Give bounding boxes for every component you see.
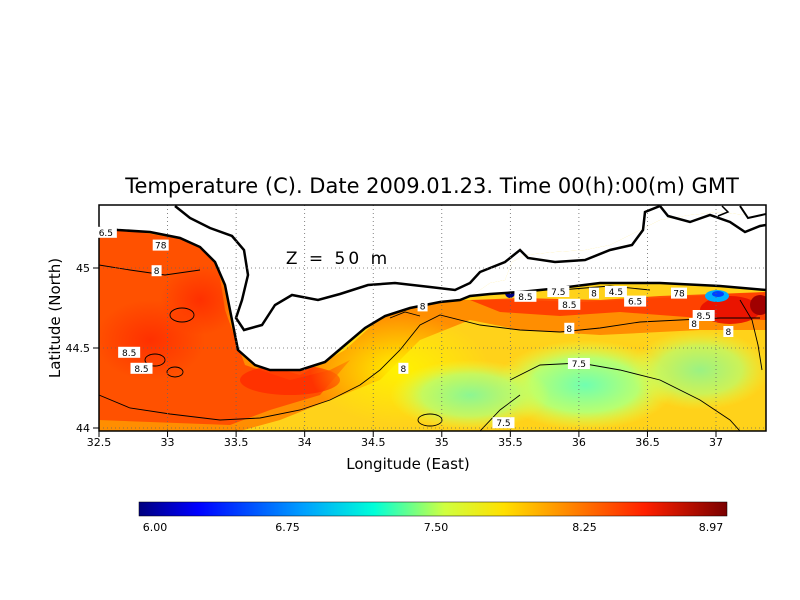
colorbar-tick-labels: 6.00 6.75 7.50 8.25 8.97 bbox=[143, 521, 724, 534]
contour-label-bg bbox=[130, 362, 153, 374]
contour-label-bg bbox=[692, 310, 715, 321]
contour-label: 8.5 bbox=[697, 312, 711, 322]
contour-label: 7.5 bbox=[572, 360, 586, 370]
contour-label: 8 bbox=[691, 320, 697, 330]
y-axis-label: Latitude (North) bbox=[46, 258, 64, 378]
grid-lines bbox=[99, 205, 766, 431]
contour-label-bg bbox=[567, 358, 590, 369]
colorbar-tick-label: 8.25 bbox=[572, 521, 597, 534]
x-tick-label: 33.5 bbox=[224, 436, 249, 449]
contour-label-bg bbox=[152, 239, 169, 251]
x-axis-ticks: 32.5 33 33.5 34 34.5 35 35.5 36 36.5 37 bbox=[87, 431, 723, 449]
colorbar-tick-label: 8.97 bbox=[699, 521, 724, 534]
contour-label: 4.5 bbox=[609, 288, 623, 298]
contour-label-bg bbox=[558, 298, 581, 310]
x-tick-label: 35.5 bbox=[498, 436, 523, 449]
contour-label-bg bbox=[417, 300, 428, 312]
x-tick-label: 36.5 bbox=[635, 436, 660, 449]
contour-label: 8 bbox=[725, 328, 731, 338]
contour-label-bg bbox=[689, 318, 700, 329]
depth-label: Z = 50 m bbox=[286, 249, 390, 269]
plot-frame bbox=[98, 204, 767, 432]
contour-label-bg bbox=[670, 287, 687, 299]
contour-label-bg bbox=[588, 287, 599, 299]
contour-label-bg bbox=[624, 295, 647, 307]
x-tick-label: 36 bbox=[572, 436, 586, 449]
contour-label: 8.5 bbox=[518, 293, 532, 303]
x-tick-label: 37 bbox=[709, 436, 723, 449]
colorbar-tick-label: 6.00 bbox=[143, 521, 168, 534]
contour-label: 8 bbox=[591, 290, 597, 300]
colorbar-tick-label: 7.50 bbox=[424, 521, 449, 534]
contour-label: 8 bbox=[420, 302, 426, 312]
contour-label-bg bbox=[118, 346, 141, 358]
contour-label: 7.5 bbox=[551, 288, 565, 298]
x-tick-label: 34 bbox=[298, 436, 312, 449]
contour-label-bg bbox=[398, 362, 409, 374]
contour-label: 78 bbox=[155, 242, 167, 252]
plot-area bbox=[99, 205, 766, 431]
contour-label-bg bbox=[547, 286, 570, 297]
x-tick-label: 32.5 bbox=[87, 436, 112, 449]
contour-label: 8.5 bbox=[122, 349, 136, 359]
chart-title: Temperature (C). Date 2009.01.23. Time 0… bbox=[124, 174, 739, 198]
contour-label-bg bbox=[492, 417, 515, 429]
x-axis-label: Longitude (East) bbox=[346, 455, 469, 473]
contour-label-bg bbox=[151, 265, 162, 277]
y-tick-label: 45 bbox=[76, 262, 90, 275]
contour-label-bg bbox=[604, 286, 627, 297]
contour-label-bg bbox=[94, 226, 117, 238]
contour-label: 8 bbox=[401, 365, 407, 375]
y-tick-label: 44.5 bbox=[66, 342, 91, 355]
contour-label: 6.5 bbox=[99, 229, 113, 239]
x-tick-label: 34.5 bbox=[361, 436, 386, 449]
contour-label: 8 bbox=[154, 267, 160, 277]
contour-label-bg bbox=[564, 322, 575, 334]
colorbar-tick-label: 6.75 bbox=[275, 521, 300, 534]
contour-label: 8.5 bbox=[562, 301, 576, 311]
x-tick-label: 33 bbox=[161, 436, 175, 449]
contour-label: 7.5 bbox=[496, 419, 510, 429]
x-tick-label: 35 bbox=[435, 436, 449, 449]
colorbar bbox=[138, 501, 728, 517]
y-axis-ticks: 44 44.5 45 bbox=[66, 262, 99, 435]
contour-label: 8.5 bbox=[134, 365, 148, 375]
contour-label: 78 bbox=[673, 290, 685, 300]
contour-label-bg bbox=[514, 290, 537, 302]
contour-label: 6.5 bbox=[628, 298, 642, 308]
contour-label: 8 bbox=[566, 325, 572, 335]
contour-label-bg bbox=[723, 326, 734, 337]
y-tick-label: 44 bbox=[76, 422, 90, 435]
